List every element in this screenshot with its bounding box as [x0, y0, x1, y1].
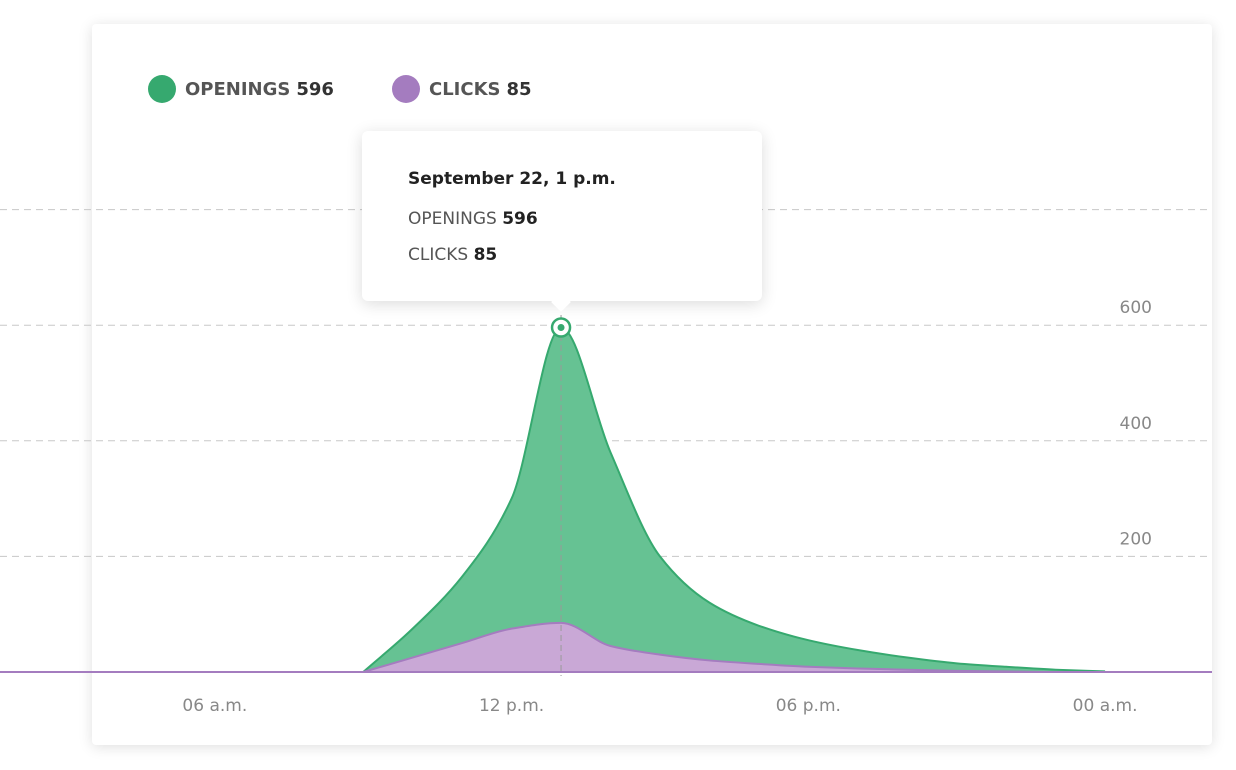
tooltip-label: OPENINGS [408, 209, 497, 229]
tooltip-row: OPENINGS 596 [408, 209, 538, 229]
tooltip-row: CLICKS 85 [408, 245, 497, 265]
legend-dot [392, 75, 420, 103]
y-tick-label: 600 [1120, 298, 1152, 318]
x-tick-label: 06 p.m. [776, 696, 841, 716]
tooltip-title: September 22, 1 p.m. [408, 169, 616, 189]
legend-item[interactable]: CLICKS 85 [392, 75, 532, 103]
tooltip-value: 596 [502, 209, 538, 229]
y-tick-label: 400 [1120, 414, 1152, 434]
y-tick-label: 200 [1120, 529, 1152, 549]
area-line [362, 326, 1106, 673]
tooltip: September 22, 1 p.m. OPENINGS 596 CLICKS… [362, 131, 762, 301]
hover-marker-dot [557, 324, 565, 332]
x-tick-label: 06 a.m. [182, 696, 247, 716]
legend-value: 596 [296, 78, 334, 100]
legend-item[interactable]: OPENINGS 596 [148, 75, 334, 103]
area-fill [363, 327, 1106, 672]
legend-label: CLICKS [429, 78, 501, 100]
x-tick-label: 00 a.m. [1073, 696, 1138, 716]
legend-dot [148, 75, 176, 103]
x-tick-label: 12 p.m. [479, 696, 544, 716]
tooltip-value: 85 [473, 245, 498, 265]
tooltip-label: CLICKS [408, 245, 469, 265]
area-fill [363, 622, 1106, 672]
legend-label: OPENINGS [185, 78, 291, 100]
legend-value: 85 [506, 78, 532, 100]
